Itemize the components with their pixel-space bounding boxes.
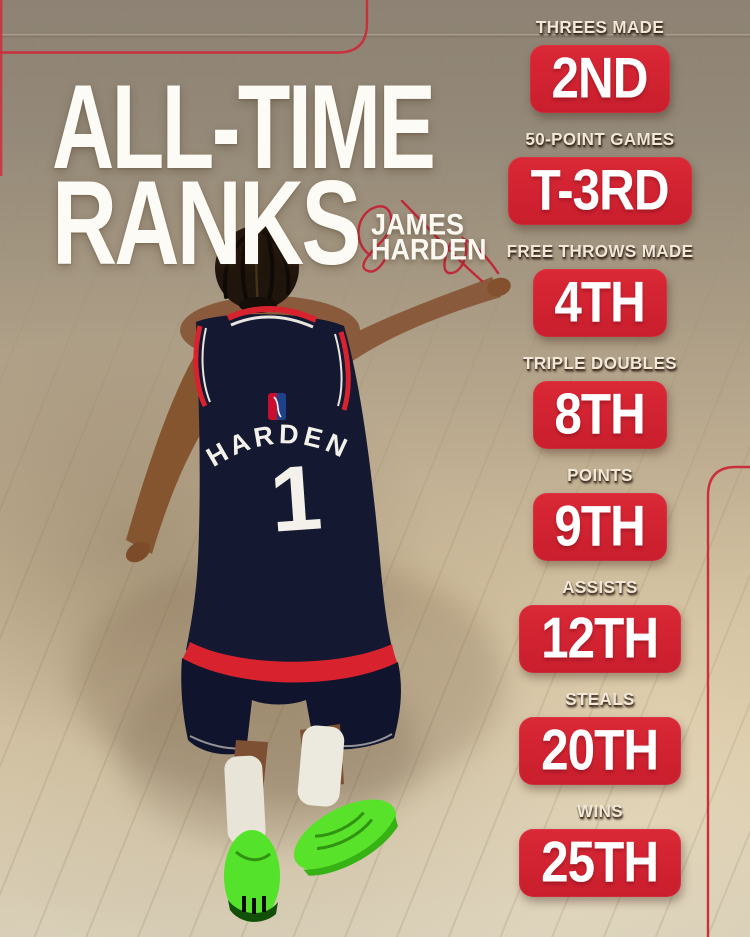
jersey-number-text: 1 [267, 446, 325, 551]
page-title: ALL-TIME RANKS [52, 59, 485, 283]
player-shoulders [180, 296, 360, 364]
rank-value: T-3RD [531, 159, 670, 223]
stat-label: THREES MADE [535, 17, 665, 38]
jersey-name-text: HARDEN [201, 419, 355, 473]
rank-value: 9TH [554, 495, 646, 559]
player-socks [224, 725, 345, 845]
stat-label: STEALS [565, 689, 635, 710]
title-line-1: ALL-TIME [52, 59, 436, 194]
rank-value: 8TH [554, 383, 646, 447]
rank-badge: 8TH [532, 381, 667, 449]
stats-column: THREES MADE 2ND 50-POINT GAMES T-3RD FRE… [470, 18, 730, 914]
top-left-accent-line [0, 0, 369, 54]
stat-label: ASSISTS [562, 577, 638, 598]
rank-value: 12TH [541, 607, 660, 671]
stat-item-threes-made: THREES MADE 2ND [530, 17, 670, 130]
rank-badge: 9TH [533, 493, 667, 561]
stat-label: FREE THROWS MADE [506, 241, 694, 262]
player-shorts [181, 642, 401, 755]
stat-label: 50-POINT GAMES [525, 129, 675, 150]
stat-label: WINS [577, 801, 623, 822]
stat-label: POINTS [567, 465, 633, 486]
floor-shadow [75, 555, 505, 845]
rank-badge: 4TH [532, 269, 667, 337]
player-legs [230, 724, 344, 802]
rank-value: 4TH [554, 271, 646, 335]
stat-item-steals: STEALS 20TH [519, 689, 681, 802]
stat-item-points: POINTS 9TH [533, 466, 667, 578]
nba-logo-icon [268, 393, 286, 420]
stat-item-wins: WINS 25TH [519, 801, 681, 914]
rank-badge: 20TH [519, 717, 681, 785]
stat-label: TRIPLE DOUBLES [523, 353, 677, 374]
rank-badge: 25TH [519, 829, 681, 897]
title-line-2: RANKS [52, 155, 362, 290]
stat-item-assists: ASSISTS 12TH [519, 577, 681, 690]
rank-value: 25TH [541, 831, 660, 895]
rank-value: 20TH [541, 719, 660, 783]
stat-item-50-point-games: 50-POINT GAMES T-3RD [508, 129, 692, 242]
stat-item-free-throws-made: FREE THROWS MADE 4TH [507, 242, 694, 354]
rank-badge: T-3RD [508, 157, 692, 225]
rank-badge: 12TH [519, 605, 681, 673]
player-shoes [224, 799, 399, 922]
player-jersey [186, 306, 392, 672]
stat-item-triple-doubles: TRIPLE DOUBLES 8TH [523, 354, 677, 466]
rank-badge: 2ND [530, 45, 670, 113]
player-left-arm [125, 350, 234, 563]
rank-value: 2ND [552, 47, 649, 111]
